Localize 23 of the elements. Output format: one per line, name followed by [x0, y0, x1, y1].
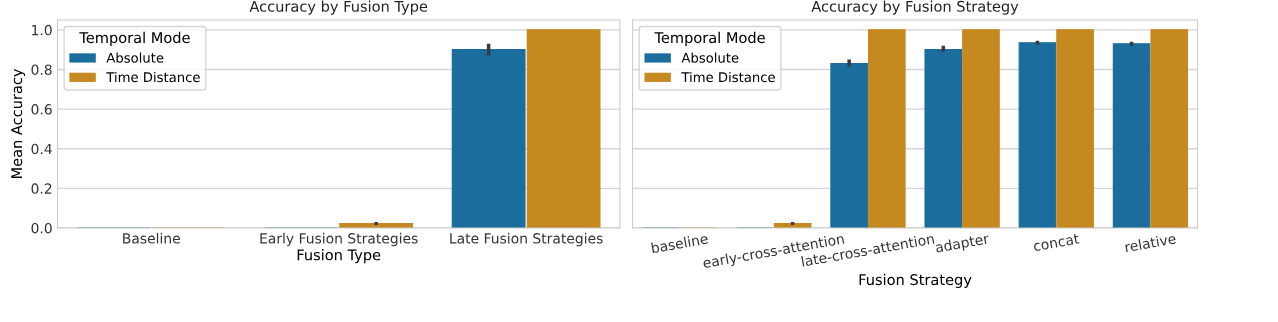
- x-axis-title: Fusion Type: [297, 249, 381, 264]
- x-tick-label: Early Fusion Strategies: [260, 232, 418, 247]
- legend-label: Absolute: [106, 52, 164, 63]
- chart-title: Accuracy by Fusion Strategy: [811, 0, 1019, 15]
- legend-label: Time Distance: [681, 71, 775, 83]
- y-tick-label: 0.4: [31, 143, 52, 155]
- y-tick-label: 0.0: [31, 222, 52, 234]
- y-axis-title: Mean Accuracy: [11, 68, 26, 179]
- x-tick-label: relative: [1124, 232, 1177, 253]
- x-tick-label: concat: [1033, 233, 1080, 252]
- legend-label: Absolute: [681, 52, 739, 63]
- x-tick-label: Baseline: [123, 232, 180, 244]
- legend-label: Time Distance: [106, 71, 200, 83]
- y-tick-label: 1.0: [32, 24, 52, 36]
- x-tick-label: Late Fusion Strategies: [450, 232, 603, 247]
- y-tick-label: 0.2: [31, 183, 52, 194]
- x-axis-title: Fusion Strategy: [859, 273, 972, 288]
- x-tick-label: adapter: [935, 232, 991, 256]
- legend-title: Temporal Mode: [654, 31, 765, 46]
- y-tick-label: 0.8: [31, 64, 52, 75]
- y-tick-label: 0.6: [31, 104, 52, 115]
- chart-title: Accuracy by Fusion Type: [249, 0, 428, 15]
- legend-title: Temporal Mode: [79, 31, 190, 46]
